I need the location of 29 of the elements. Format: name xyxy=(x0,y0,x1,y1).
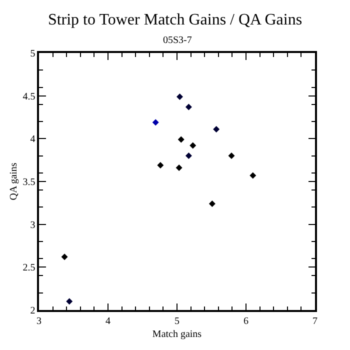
x-tick-label: 4 xyxy=(106,316,110,327)
point xyxy=(152,119,159,126)
x-tick-label: 7 xyxy=(312,316,318,327)
y-tick-label: 2 xyxy=(30,306,36,316)
point xyxy=(185,104,192,110)
y-tick-label: 4.5 xyxy=(22,91,36,102)
x-tick-label: 5 xyxy=(174,316,180,327)
point xyxy=(213,126,220,132)
x-tick-label: 6 xyxy=(244,316,248,327)
y-tick-label: 3 xyxy=(30,220,36,231)
point xyxy=(157,162,164,168)
point xyxy=(178,136,184,143)
chart-title: Strip to Tower Match Gains / QA Gains xyxy=(48,12,302,28)
y-tick-label: 5 xyxy=(30,48,36,60)
point xyxy=(208,200,216,208)
point xyxy=(61,254,68,260)
point xyxy=(176,93,184,100)
y-tick-label: 3.5 xyxy=(22,177,36,188)
point xyxy=(185,152,192,160)
y-axis-title: QA gains xyxy=(8,162,20,200)
point xyxy=(250,172,256,179)
chart-subtitle: 05S3-7 xyxy=(163,35,192,46)
point xyxy=(228,152,235,160)
point xyxy=(190,142,196,149)
y-tick-label: 4 xyxy=(30,134,36,146)
point xyxy=(176,164,182,172)
point xyxy=(66,298,73,305)
y-tick-label: 2.5 xyxy=(22,262,36,274)
x-axis-title: Match gains xyxy=(152,328,202,340)
